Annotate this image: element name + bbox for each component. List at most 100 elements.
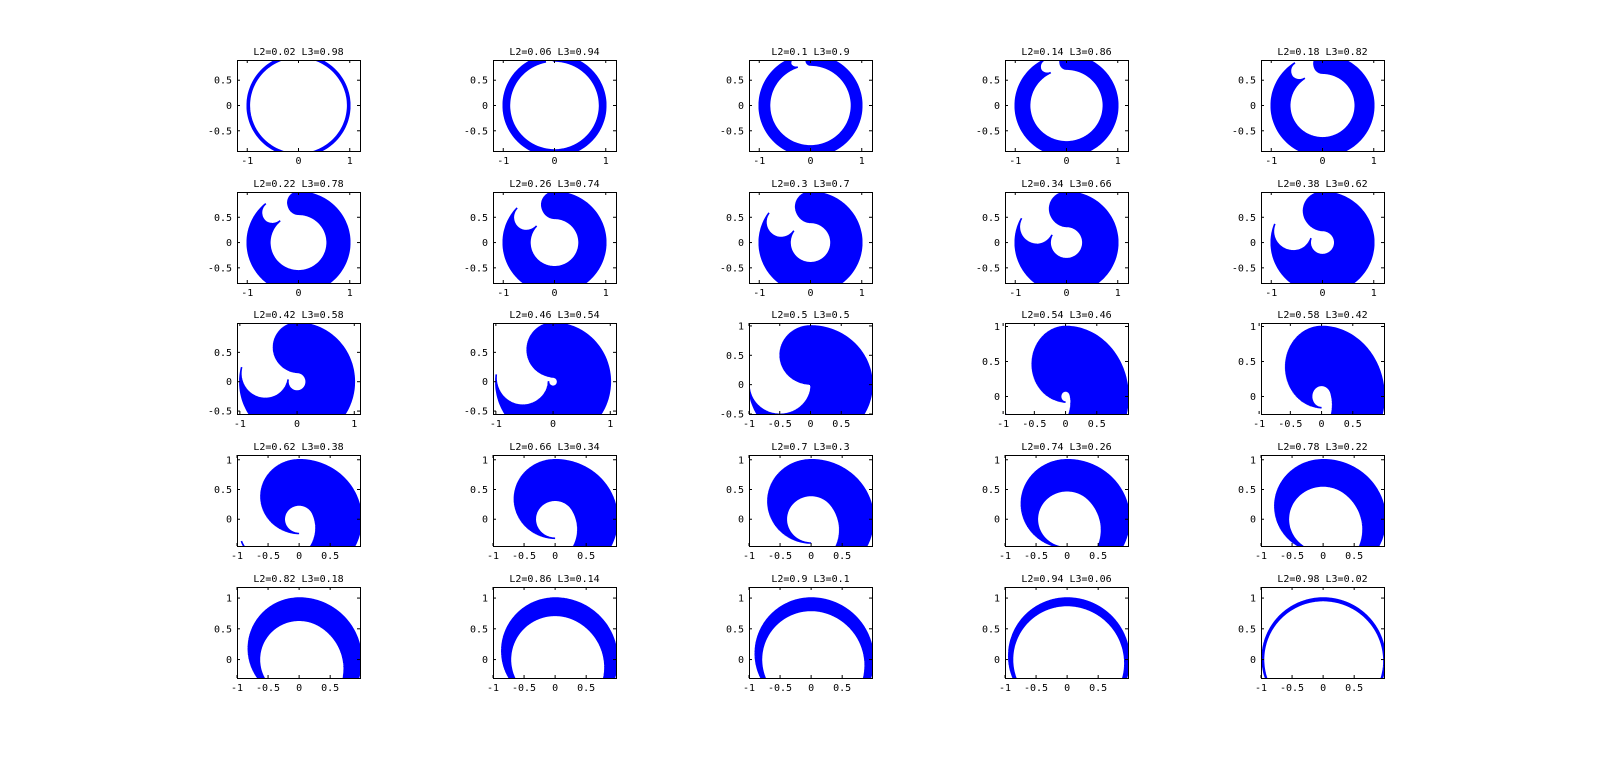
x-tick-label: -1 xyxy=(1265,156,1277,167)
x-tick-label: 0.5 xyxy=(1344,419,1362,430)
axes-frame xyxy=(238,61,361,152)
x-tick-label: 1 xyxy=(1115,156,1121,167)
subplot-title: L2=0.7 L3=0.3 xyxy=(771,442,849,453)
subplot-8: -1 0 1-0.500.5L2=0.3 L3=0.7 xyxy=(720,179,873,299)
x-tick-label: 0 xyxy=(294,419,300,430)
subplot-title: L2=0.62 L3=0.38 xyxy=(253,442,343,453)
subplot-2: -1 0 1-0.500.5L2=0.06 L3=0.94 xyxy=(464,47,617,167)
x-tick-label: 0 xyxy=(1320,551,1326,562)
x-tick-label: 0.5 xyxy=(1089,551,1107,562)
x-tick-label: 0 xyxy=(807,156,813,167)
x-tick-label: 1 xyxy=(1371,156,1377,167)
y-tick-label: 0.5 xyxy=(470,76,488,87)
data-region xyxy=(1271,55,1373,156)
y-tick-label: 0.5 xyxy=(214,348,232,359)
subplot-title: L2=0.14 L3=0.86 xyxy=(1021,47,1111,58)
data-region xyxy=(502,598,618,721)
y-tick-label: 0 xyxy=(994,655,1000,666)
x-tick-label: -1 xyxy=(753,288,765,299)
subplot-title: L2=0.3 L3=0.7 xyxy=(771,179,849,190)
y-tick-label: 1 xyxy=(226,594,232,605)
subplot-title: L2=0.26 L3=0.74 xyxy=(509,179,599,190)
x-tick-label: -1 xyxy=(999,683,1011,694)
x-tick-label: -0.5 xyxy=(768,551,792,562)
y-tick-label: 0.5 xyxy=(1238,213,1256,224)
y-tick-label: 1 xyxy=(1250,455,1256,466)
x-tick-label: 0.5 xyxy=(577,551,595,562)
y-tick-label: 1 xyxy=(738,455,744,466)
y-tick-label: 0 xyxy=(738,101,744,112)
subplot-10: -1 0 1-0.500.5L2=0.38 L3=0.62 xyxy=(1232,179,1385,299)
axes-frame xyxy=(494,61,617,152)
subplot-title: L2=0.74 L3=0.26 xyxy=(1021,442,1111,453)
subplot-title: L2=0.46 L3=0.54 xyxy=(509,310,599,321)
y-tick-label: -0.5 xyxy=(1232,126,1256,137)
x-tick-label: -1 xyxy=(743,551,755,562)
y-tick-label: 0 xyxy=(226,377,232,388)
subplot-title: L2=0.58 L3=0.42 xyxy=(1277,310,1367,321)
x-tick-label: -1 xyxy=(1009,156,1021,167)
x-tick-label: -1 xyxy=(999,551,1011,562)
subplot-title: L2=0.82 L3=0.18 xyxy=(253,574,343,585)
y-tick-label: 0 xyxy=(482,655,488,666)
x-tick-label: -1 xyxy=(1253,419,1265,430)
y-tick-label: 0 xyxy=(1250,515,1256,526)
subplot-title: L2=0.38 L3=0.62 xyxy=(1277,179,1367,190)
x-tick-label: 0 xyxy=(550,419,556,430)
x-tick-label: -1 xyxy=(487,683,499,694)
x-tick-label: -1 xyxy=(490,419,502,430)
x-tick-label: 0 xyxy=(1319,419,1325,430)
x-tick-label: -0.5 xyxy=(768,419,792,430)
y-tick-label: 0.5 xyxy=(470,624,488,635)
y-tick-label: -0.5 xyxy=(464,126,488,137)
x-tick-label: 0.5 xyxy=(1088,419,1106,430)
x-tick-label: 0 xyxy=(1064,551,1070,562)
plot-area xyxy=(1271,192,1373,293)
x-tick-label: -0.5 xyxy=(1278,419,1302,430)
y-tick-label: 0 xyxy=(738,655,744,666)
y-tick-label: 0.5 xyxy=(726,485,744,496)
y-tick-label: 0.5 xyxy=(470,485,488,496)
y-tick-label: 0 xyxy=(482,101,488,112)
y-tick-label: 0 xyxy=(994,515,1000,526)
y-tick-label: 0 xyxy=(226,515,232,526)
x-tick-label: 1 xyxy=(347,156,353,167)
x-tick-label: 0 xyxy=(808,683,814,694)
subplot-7: -1 0 1-0.500.5L2=0.26 L3=0.74 xyxy=(464,179,617,299)
data-region xyxy=(759,55,861,156)
x-tick-label: -0.5 xyxy=(256,551,280,562)
plot-area xyxy=(1271,55,1373,156)
x-tick-label: 0.5 xyxy=(577,683,595,694)
data-region xyxy=(247,192,349,293)
x-tick-label: -0.5 xyxy=(1280,683,1304,694)
x-tick-label: 0.5 xyxy=(321,551,339,562)
data-region xyxy=(1009,598,1129,721)
y-tick-label: -0.5 xyxy=(208,263,232,274)
data-region xyxy=(755,598,873,721)
y-tick-label: 1 xyxy=(994,322,1000,333)
subplot-title: L2=0.02 L3=0.98 xyxy=(253,47,343,58)
x-tick-label: -0.5 xyxy=(512,683,536,694)
subplot-title: L2=0.42 L3=0.58 xyxy=(253,310,343,321)
subplot-title: L2=0.66 L3=0.34 xyxy=(509,442,599,453)
y-tick-label: 0.5 xyxy=(470,348,488,359)
y-tick-label: 1 xyxy=(482,594,488,605)
plot-area xyxy=(247,192,349,293)
x-tick-label: 0 xyxy=(1063,288,1069,299)
subplot-title: L2=0.94 L3=0.06 xyxy=(1021,574,1111,585)
x-tick-label: 1 xyxy=(347,288,353,299)
y-tick-label: -0.5 xyxy=(976,263,1000,274)
y-tick-label: 0.5 xyxy=(214,213,232,224)
x-tick-label: 0 xyxy=(1064,683,1070,694)
x-tick-label: -1 xyxy=(231,551,243,562)
x-tick-label: -1 xyxy=(497,156,509,167)
plot-area xyxy=(248,598,361,721)
x-tick-label: 0 xyxy=(551,156,557,167)
y-tick-label: -0.5 xyxy=(1232,263,1256,274)
data-region xyxy=(248,598,361,721)
y-tick-label: 0.5 xyxy=(726,351,744,362)
